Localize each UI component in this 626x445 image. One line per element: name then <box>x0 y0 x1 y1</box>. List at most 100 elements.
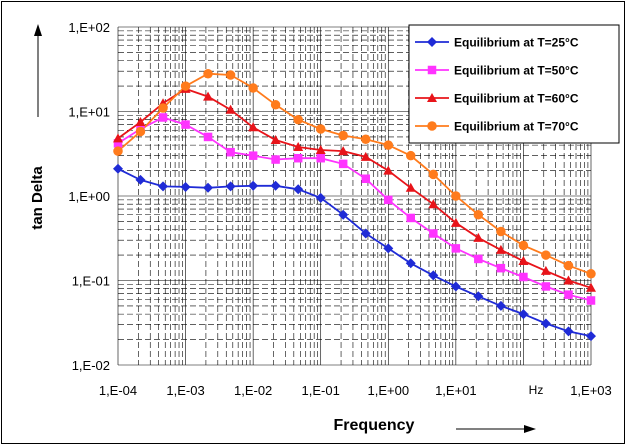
data-point <box>586 296 596 305</box>
data-point <box>495 300 506 311</box>
data-point <box>495 244 506 254</box>
data-point <box>428 199 439 209</box>
series-line <box>117 87 592 289</box>
y-axis-label: tan Delta <box>29 166 46 230</box>
data-point <box>248 151 258 160</box>
data-point <box>518 309 529 320</box>
x-tick-label: 1,E-01 <box>302 383 340 398</box>
data-point <box>203 68 213 79</box>
data-point <box>293 114 303 125</box>
data-point <box>225 104 236 114</box>
y-tick-label: 1,E-01 <box>72 274 110 289</box>
data-point <box>270 134 281 144</box>
data-point <box>293 153 303 163</box>
data-point <box>473 232 484 242</box>
x-tick-label: 1,E+00 <box>367 383 409 398</box>
data-point <box>315 124 326 134</box>
data-point <box>586 269 596 279</box>
data-point <box>406 213 415 223</box>
data-point <box>361 134 371 144</box>
data-point <box>248 122 259 132</box>
x-axis-label: Frequency <box>334 417 415 434</box>
legend-marker <box>427 65 437 75</box>
data-point <box>270 180 281 191</box>
data-point <box>338 209 349 220</box>
data-point <box>180 81 191 91</box>
data-point <box>293 184 304 195</box>
series-line <box>117 72 592 275</box>
data-point <box>315 145 326 155</box>
x-tick-labels: 1,E-04 1,E-03 1,E-02 1,E-01 1,E+00 1,E+01 1,E+… <box>99 383 612 398</box>
series-line <box>117 167 592 337</box>
data-point <box>113 146 123 156</box>
data-point <box>270 100 281 110</box>
data-point <box>360 228 371 239</box>
series-markers <box>113 68 596 342</box>
legend-marker <box>427 121 437 131</box>
legend-marker <box>427 93 437 102</box>
data-point <box>540 318 551 329</box>
data-point <box>473 291 484 302</box>
legend-entry: Equilibrium at T=50°C <box>454 64 579 78</box>
data-point <box>450 217 461 227</box>
y-tick-label: 1,E-02 <box>72 358 110 373</box>
data-point <box>429 229 438 238</box>
data-point <box>428 270 439 281</box>
data-point <box>158 103 168 113</box>
data-point <box>383 140 394 150</box>
legend-box <box>408 24 620 144</box>
data-point <box>226 147 235 157</box>
y-tick-label: 1,E+01 <box>68 105 110 120</box>
data-point <box>248 83 258 93</box>
data-point <box>158 113 168 122</box>
data-point <box>586 331 596 342</box>
x-tick-label: 1,E-02 <box>234 383 272 398</box>
grid <box>117 26 592 366</box>
legend-entry: Equilibrium at T=25°C <box>454 36 579 50</box>
data-point <box>113 163 123 174</box>
data-point <box>271 155 280 164</box>
data-point <box>405 258 416 269</box>
series-lines <box>117 72 592 337</box>
data-point <box>540 265 551 275</box>
x-unit-label: Hz <box>529 383 544 397</box>
y-tick-labels: 1,E+02 1,E+01 1,E+00 1,E-01 1,E-02 <box>68 20 110 373</box>
legend-entry: Equilibrium at T=60°C <box>454 92 579 106</box>
x-axis-arrow <box>456 425 536 433</box>
data-point <box>113 139 123 148</box>
data-point <box>519 272 528 282</box>
data-point <box>361 174 371 184</box>
data-point <box>496 226 506 237</box>
data-point <box>158 181 169 192</box>
x-tick-label: 1,E+01 <box>435 383 477 398</box>
y-tick-label: 1,E+02 <box>68 20 110 35</box>
data-point <box>203 132 213 142</box>
series-line <box>117 116 592 302</box>
data-point <box>541 250 551 260</box>
data-point <box>563 326 574 337</box>
data-point <box>383 243 394 254</box>
x-tick-label: 1,E-03 <box>166 383 204 398</box>
data-point <box>383 165 394 175</box>
data-point <box>135 126 146 137</box>
data-point <box>518 240 529 251</box>
x-tick-label: 1,E+03 <box>570 383 612 398</box>
data-point <box>564 290 573 299</box>
data-point <box>180 181 191 192</box>
data-point <box>181 120 190 129</box>
y-tick-label: 1,E+00 <box>68 189 110 204</box>
data-point <box>450 281 461 292</box>
data-point <box>428 169 439 180</box>
data-point <box>225 70 236 80</box>
data-point <box>405 150 416 161</box>
data-point <box>405 182 416 192</box>
data-point <box>248 180 259 191</box>
data-point <box>496 263 506 273</box>
y-axis-arrow <box>34 24 42 117</box>
data-point <box>360 151 371 161</box>
data-point <box>135 174 146 185</box>
data-point <box>316 153 325 163</box>
data-point <box>338 146 349 156</box>
legend-marker <box>427 37 437 47</box>
